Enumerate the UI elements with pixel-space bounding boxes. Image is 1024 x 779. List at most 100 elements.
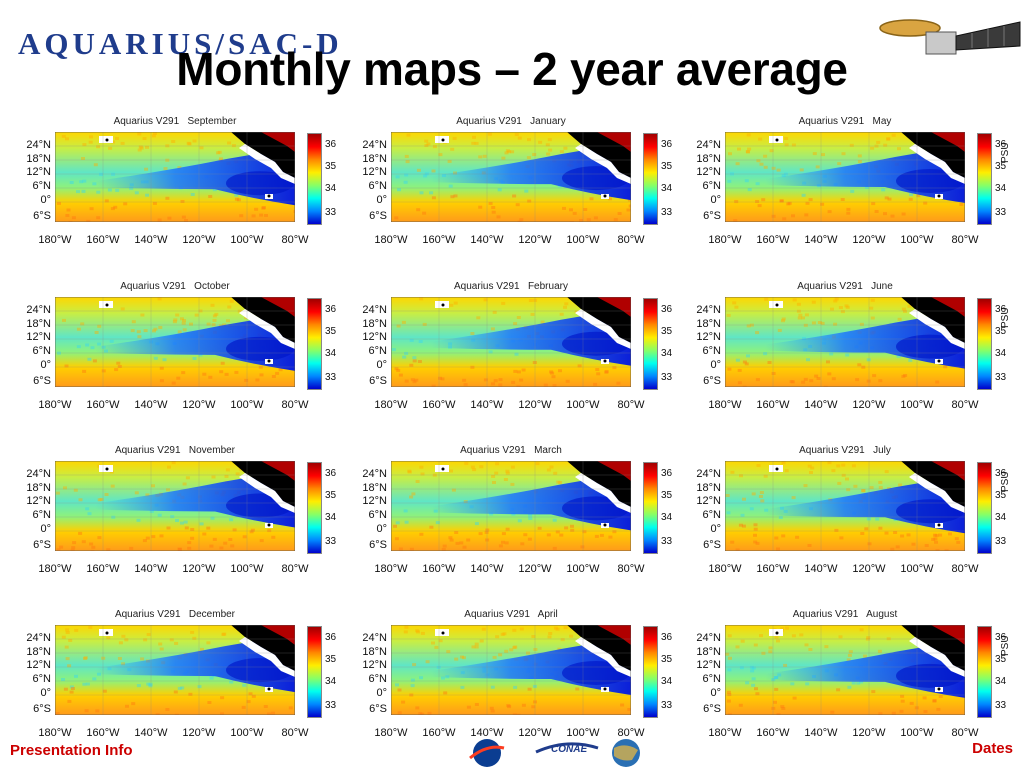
colorbar-tick: 34 — [661, 183, 672, 194]
colorbar-tick: 34 — [995, 676, 1006, 687]
colorbar-tick: 36 — [661, 304, 672, 315]
lat-label: 6°N — [7, 345, 51, 357]
lon-label: 100°W — [563, 234, 603, 246]
salinity-map — [55, 297, 295, 387]
salinity-map — [725, 461, 965, 551]
lat-label: 0° — [677, 194, 721, 206]
colorbar-tick: 34 — [995, 348, 1006, 359]
salinity-map — [725, 132, 965, 222]
lat-label: 6°S — [677, 703, 721, 715]
lat-label: 6°N — [677, 673, 721, 685]
colorbar-tick: 33 — [995, 536, 1006, 547]
lat-label: 12°N — [7, 659, 51, 671]
lat-label: 24°N — [7, 139, 51, 151]
panel-title: Aquarius V291 November — [55, 445, 295, 456]
lat-label: 18°N — [7, 646, 51, 658]
lon-label: 80°W — [275, 399, 315, 411]
colorbar-tick: 33 — [325, 700, 336, 711]
colorbar — [977, 298, 992, 390]
lon-label: 120°W — [515, 399, 555, 411]
colorbar-tick: 35 — [661, 654, 672, 665]
lon-label: 100°W — [897, 563, 937, 575]
lat-label: 12°N — [343, 659, 387, 671]
colorbar — [307, 298, 322, 390]
colorbar-unit: PSU — [1000, 471, 1011, 492]
colorbar-tick: 33 — [995, 207, 1006, 218]
lon-label: 180°W — [35, 727, 75, 739]
lat-label: 18°N — [343, 153, 387, 165]
lon-label: 180°W — [705, 399, 745, 411]
salinity-map — [391, 625, 631, 715]
lon-label: 180°W — [705, 563, 745, 575]
panel-title: Aquarius V291 December — [55, 609, 295, 620]
colorbar — [643, 133, 658, 225]
colorbar-tick: 34 — [325, 676, 336, 687]
lon-label: 160°W — [753, 727, 793, 739]
colorbar-tick: 36 — [661, 632, 672, 643]
lat-label: 18°N — [7, 318, 51, 330]
lat-label: 6°N — [343, 509, 387, 521]
colorbar-tick: 34 — [661, 512, 672, 523]
lon-label: 140°W — [131, 234, 171, 246]
lon-label: 160°W — [419, 234, 459, 246]
lat-label: 12°N — [343, 166, 387, 178]
lon-label: 100°W — [897, 727, 937, 739]
lon-label: 120°W — [849, 563, 889, 575]
lon-label: 180°W — [35, 399, 75, 411]
lon-label: 140°W — [131, 727, 171, 739]
colorbar-tick: 35 — [325, 326, 336, 337]
lat-label: 12°N — [7, 495, 51, 507]
lon-label: 100°W — [563, 399, 603, 411]
colorbar-tick: 36 — [661, 468, 672, 479]
lon-label: 100°W — [563, 563, 603, 575]
lon-label: 140°W — [801, 399, 841, 411]
lon-label: 120°W — [849, 234, 889, 246]
lon-label: 160°W — [83, 234, 123, 246]
salinity-map — [55, 461, 295, 551]
panel-title: Aquarius V291 February — [391, 281, 631, 292]
panel-title: Aquarius V291 July — [725, 445, 965, 456]
colorbar-tick: 33 — [325, 536, 336, 547]
lat-label: 6°S — [343, 703, 387, 715]
lon-label: 80°W — [945, 399, 985, 411]
lon-label: 180°W — [371, 234, 411, 246]
colorbar — [977, 462, 992, 554]
salinity-map — [725, 625, 965, 715]
lon-label: 120°W — [515, 563, 555, 575]
lat-label: 12°N — [677, 331, 721, 343]
lat-label: 24°N — [7, 632, 51, 644]
agency-globe-logo-icon — [600, 738, 652, 768]
lon-label: 140°W — [801, 234, 841, 246]
lat-label: 24°N — [343, 468, 387, 480]
lat-label: 18°N — [7, 482, 51, 494]
lon-label: 160°W — [83, 399, 123, 411]
lon-label: 160°W — [83, 727, 123, 739]
lat-label: 18°N — [677, 153, 721, 165]
lat-label: 0° — [343, 687, 387, 699]
lon-label: 100°W — [897, 234, 937, 246]
salinity-map — [391, 132, 631, 222]
lon-label: 180°W — [371, 563, 411, 575]
lon-label: 120°W — [179, 563, 219, 575]
colorbar-tick: 34 — [995, 183, 1006, 194]
lat-label: 12°N — [7, 166, 51, 178]
lat-label: 0° — [677, 359, 721, 371]
lat-label: 6°N — [343, 180, 387, 192]
lon-label: 120°W — [179, 399, 219, 411]
lon-label: 180°W — [705, 727, 745, 739]
lon-label: 100°W — [897, 399, 937, 411]
colorbar-tick: 36 — [325, 468, 336, 479]
lon-label: 140°W — [131, 399, 171, 411]
colorbar — [977, 626, 992, 718]
lat-label: 0° — [343, 523, 387, 535]
colorbar-tick: 33 — [661, 372, 672, 383]
dates: Dates — [972, 740, 1013, 757]
lon-label: 80°W — [611, 234, 651, 246]
colorbar-tick: 33 — [325, 207, 336, 218]
lat-label: 6°S — [343, 375, 387, 387]
lon-label: 100°W — [227, 234, 267, 246]
lon-label: 160°W — [83, 563, 123, 575]
